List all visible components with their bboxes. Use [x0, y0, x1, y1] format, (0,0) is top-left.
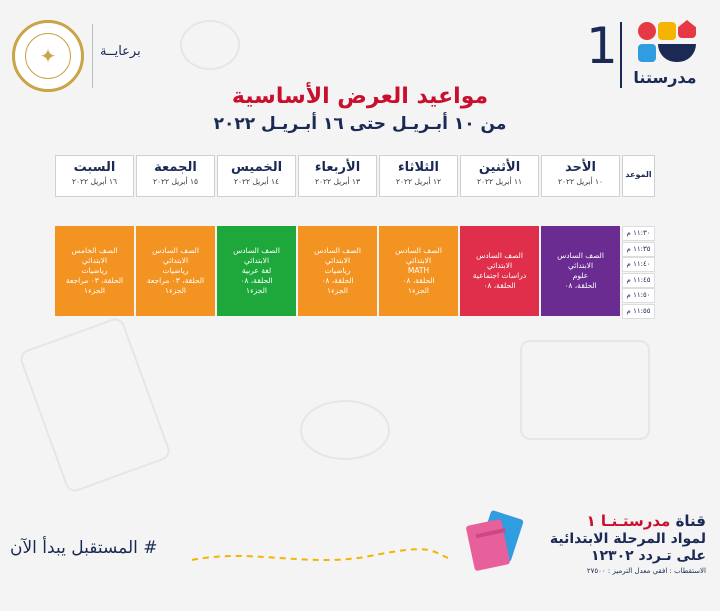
background-doodle — [17, 315, 173, 495]
schedule-header-row: السبت ١٦ أبريل ٢٠٢٢ الجمعة ١٥ أبريل ٢٠٢٢… — [55, 155, 655, 197]
day-header-friday: الجمعة ١٥ أبريل ٢٠٢٢ — [136, 155, 215, 197]
slot-episode: الحلقة، ٠٨ — [402, 276, 435, 285]
background-doodle — [180, 20, 240, 70]
time-slot: ١١:٤٥ م — [622, 272, 655, 288]
schedule-slot-wednesday: الصف السادس الابتدائي رياضيات الحلقة، ٠٨… — [298, 226, 377, 316]
schedule-slot-friday: الصف السادس الابتدائي رياضيات الحلقة، ٠٣… — [136, 226, 215, 316]
slogan: # المستقبل يبدأ الآن — [10, 538, 158, 558]
day-header-tuesday: الثلاثاء ١٢ أبريل ٢٠٢٢ — [379, 155, 458, 197]
day-name: السبت — [73, 160, 116, 175]
channel-tech-info: الاستقطاب : افقي معدل الترميز : ٢٧٥٠٠ — [586, 567, 706, 575]
slot-part: الجزء١ — [327, 286, 348, 295]
day-date: ١٣ أبريل ٢٠٢٢ — [314, 177, 361, 186]
books-icon — [466, 510, 524, 571]
slot-subject: رياضيات — [162, 266, 189, 275]
schedule-slot-monday: الصف السادس الابتدائي دراسات اجتماعية ال… — [460, 226, 539, 316]
day-header-monday: الأثنين ١١ أبريل ٢٠٢٢ — [460, 155, 539, 197]
slot-subject: MATH — [407, 266, 430, 275]
day-name: الجمعة — [154, 160, 197, 175]
madrasetna-logo: 1 مدرستنا — [586, 18, 706, 93]
channel-audience: لمواد المرحلة الابتدائية — [549, 531, 706, 547]
dashed-path-decoration — [191, 548, 449, 561]
slot-episode: الحلقة، ٠٨ — [564, 281, 597, 290]
slot-grade: الصف السادس الابتدائي — [476, 251, 523, 270]
sponsor-divider — [92, 24, 93, 88]
day-header-sunday: الأحد ١٠ أبريل ٢٠٢٢ — [541, 155, 620, 197]
slot-episode: الحلقة، ٠٨ — [483, 281, 516, 290]
slot-episode: الحلقة، ٠٨ — [240, 276, 273, 285]
eagle-icon: ✦ — [25, 33, 71, 79]
day-date: ١٢ أبريل ٢٠٢٢ — [395, 177, 442, 186]
slot-part: الجزء١ — [408, 286, 429, 295]
slot-subject: رياضيات — [324, 266, 351, 275]
slot-part: الجزء١ — [246, 286, 267, 295]
time-slot: ١١:٣٥ م — [622, 241, 655, 257]
channel-name: مدرستـنـا ١ — [586, 512, 671, 530]
day-date: ١٤ أبريل ٢٠٢٢ — [233, 177, 280, 186]
day-name: الأربعاء — [314, 160, 361, 175]
ministry-seal-icon: ✦ — [12, 20, 84, 92]
day-header-saturday: السبت ١٦ أبريل ٢٠٢٢ — [55, 155, 134, 197]
channel-number: 1 — [586, 17, 618, 75]
background-doodle — [520, 340, 650, 440]
day-name: الثلاثاء — [398, 160, 439, 175]
time-header-label: الموعد — [625, 170, 652, 179]
time-slot: ١١:٥٠ م — [622, 288, 655, 303]
time-slot: ١١:٣٠ م — [622, 226, 655, 241]
time-column: ١١:٣٠ م ١١:٣٥ م ١١:٤٠ م ١١:٤٥ م ١١:٥٠ م … — [622, 226, 655, 319]
time-slot: ١١:٤٠ م — [622, 257, 655, 272]
slot-grade: الصف الخامس الابتدائي — [71, 246, 118, 265]
schedule-slot-sunday: الصف السادس الابتدائي علوم الحلقة، ٠٨ — [541, 226, 620, 316]
slot-grade: الصف السادس الابتدائي — [152, 246, 199, 265]
schedule-slot-thursday: الصف السادس الابتدائي لغة عربية الحلقة، … — [217, 226, 296, 316]
brand-name: مدرستنا — [633, 68, 697, 87]
slot-grade: الصف السادس الابتدائي — [233, 246, 280, 265]
schedule-slot-tuesday: الصف السادس الابتدائي MATH الحلقة، ٠٨ ال… — [379, 226, 458, 316]
day-date: ١٥ أبريل ٢٠٢٢ — [152, 177, 199, 186]
slot-episode: الحلقة، ٠٣ مراجعة — [65, 276, 124, 285]
day-name: الخميس — [230, 160, 283, 175]
time-slot: ١١:٥٥ م — [622, 303, 655, 319]
schedule-slot-saturday: الصف الخامس الابتدائي رياضيات الحلقة، ٠٣… — [55, 226, 134, 316]
slot-part: الجزء١ — [165, 286, 186, 295]
channel-prefix: قناة — [675, 512, 706, 530]
logo-divider — [620, 22, 622, 88]
slot-episode: الحلقة، ٠٣ مراجعة — [146, 276, 205, 285]
slot-subject: لغة عربية — [241, 266, 272, 275]
day-header-wednesday: الأربعاء ١٣ أبريل ٢٠٢٢ — [298, 155, 377, 197]
page-title: مواعيد العرض الأساسية — [231, 84, 489, 109]
day-date: ١٠ أبريل ٢٠٢٢ — [557, 177, 604, 186]
slot-subject: علوم — [572, 271, 589, 280]
channel-info: قناة مدرستـنـا ١ لمواد المرحلة الابتدائي… — [536, 512, 706, 575]
slot-episode: الحلقة، ٠٨ — [321, 276, 354, 285]
slot-part: الجزء١ — [84, 286, 105, 295]
page-subtitle: من ١٠ أبـريـل حتى ١٦ أبـريـل ٢٠٢٢ — [213, 114, 507, 134]
slot-grade: الصف السادس الابتدائي — [557, 251, 604, 270]
day-date: ١١ أبريل ٢٠٢٢ — [476, 177, 523, 186]
slot-subject: دراسات اجتماعية — [472, 271, 527, 280]
day-name: الأثنين — [478, 160, 521, 175]
day-date: ١٦ أبريل ٢٠٢٢ — [71, 177, 118, 186]
sponsor-label: برعايــة — [100, 44, 141, 59]
slot-grade: الصف السادس الابتدائي — [395, 246, 442, 265]
background-doodle — [300, 400, 390, 460]
day-name: الأحد — [564, 160, 596, 175]
channel-frequency: على تـردد ١٢٣٠٢ — [590, 548, 706, 564]
logo-shapes-icon — [634, 20, 696, 66]
channel-title: قناة مدرستـنـا ١ — [536, 512, 706, 530]
time-header: الموعد — [622, 155, 655, 197]
day-header-thursday: الخميس ١٤ أبريل ٢٠٢٢ — [217, 155, 296, 197]
slot-subject: رياضيات — [81, 266, 108, 275]
slot-grade: الصف السادس الابتدائي — [314, 246, 361, 265]
